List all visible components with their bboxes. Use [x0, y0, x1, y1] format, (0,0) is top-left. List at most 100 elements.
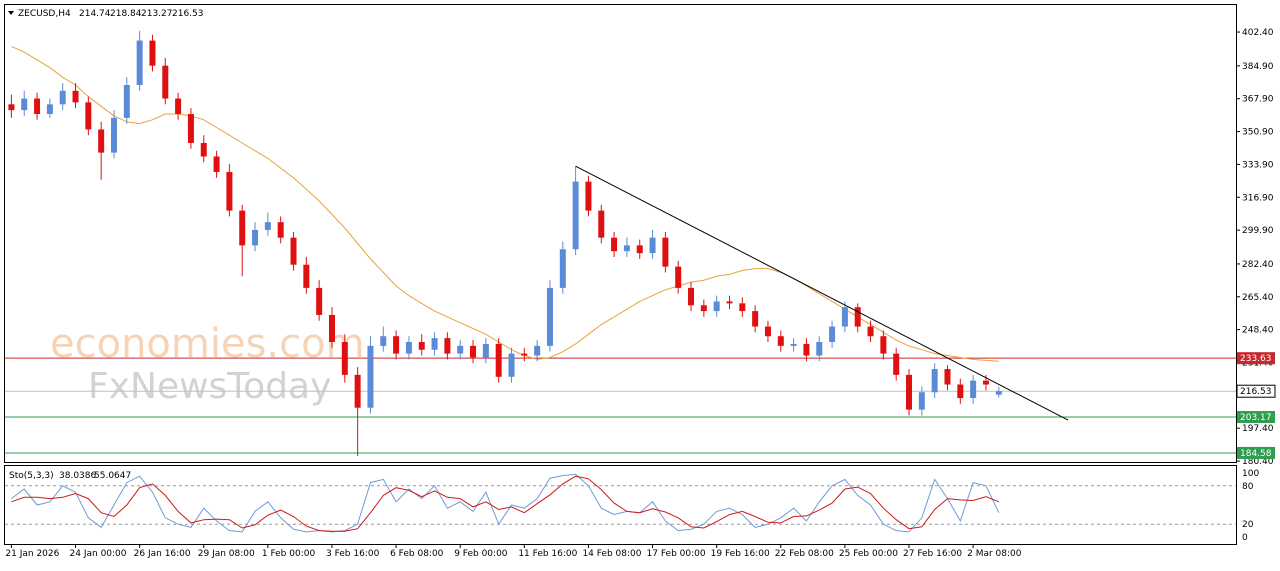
y-tick-label: 384.90: [1242, 62, 1274, 72]
x-tick-label: 22 Feb 08:00: [775, 549, 834, 559]
candle-body: [688, 287, 695, 306]
candle-body: [636, 245, 643, 254]
x-tick-label: 29 Jan 08:00: [198, 549, 255, 559]
candle-body: [85, 102, 92, 130]
candle-body: [46, 104, 53, 114]
stoch-tick-label: 20: [1242, 520, 1254, 530]
candle-body: [380, 336, 387, 346]
candle-body: [546, 287, 553, 346]
candle-body: [649, 237, 656, 254]
x-tick-label: 19 Feb 16:00: [711, 549, 770, 559]
candle-body: [457, 345, 464, 354]
candle-body: [585, 181, 592, 211]
candle-body: [739, 303, 746, 312]
candle-body: [59, 90, 66, 105]
candle-body: [405, 342, 412, 354]
candle-body: [34, 98, 41, 114]
y-tick-label: 402.40: [1242, 28, 1274, 38]
candle-body: [508, 353, 515, 377]
candle-body: [854, 307, 861, 327]
candle-body: [187, 113, 194, 143]
candle-body: [367, 345, 374, 408]
candle-body: [277, 222, 284, 238]
candle-body: [444, 338, 451, 354]
candle-body: [470, 345, 477, 358]
y-tick-label: 180.40: [1242, 457, 1274, 467]
candle-body: [777, 336, 784, 346]
candle-body: [752, 311, 759, 327]
y-tick-label: 316.90: [1242, 193, 1274, 203]
x-tick-label: 27 Feb 16:00: [903, 549, 962, 559]
candle-body: [572, 181, 579, 250]
candle-body: [803, 343, 810, 356]
stoch-k: 38.0386: [59, 471, 96, 481]
y-tick-label: 197.40: [1242, 424, 1274, 434]
candle-body: [816, 342, 823, 356]
candle-body: [226, 171, 233, 211]
x-tick-label: 1 Feb 00:00: [262, 549, 316, 559]
candle-body: [431, 338, 438, 350]
level-label: 184.58: [1240, 449, 1272, 459]
candle-body: [700, 305, 707, 312]
candle-body: [982, 380, 989, 385]
candle-body: [880, 336, 887, 354]
candle-body: [264, 222, 271, 230]
level-box: [1237, 446, 1275, 459]
candle-body: [918, 392, 925, 410]
stoch-tick-label: 100: [1242, 469, 1259, 479]
stoch-k-line: [11, 473, 1000, 533]
candle-body: [328, 314, 335, 343]
candle-body: [316, 287, 323, 315]
candle-body: [136, 40, 143, 85]
stoch-tick-label: 80: [1242, 482, 1254, 492]
stoch-pane: [4, 465, 1237, 545]
candle-body: [354, 374, 361, 408]
level-box: [1237, 352, 1275, 365]
y-tick-label: 367.90: [1242, 95, 1274, 105]
candle-body: [764, 326, 771, 337]
candle-body: [931, 369, 938, 393]
candle-body: [675, 266, 682, 288]
header: ZECUSD,H4 214.74 218.84 213.27 216.53 St…: [8, 9, 204, 481]
candle-body: [162, 65, 169, 99]
x-tick-label: 25 Feb 00:00: [839, 549, 898, 559]
candle-body: [21, 98, 28, 111]
level-label: 203.17: [1240, 413, 1272, 423]
watermark: economies.com: [50, 321, 365, 367]
candle-body: [995, 391, 1002, 395]
y-tick-label: 282.40: [1242, 260, 1274, 270]
candle-body: [944, 369, 951, 385]
candle-body: [957, 384, 964, 399]
candle-body: [149, 40, 156, 66]
candle-body: [867, 326, 874, 337]
x-tick-label: 24 Jan 00:00: [70, 549, 127, 559]
x-tick-label: 9 Feb 00:00: [454, 549, 508, 559]
candle-body: [393, 336, 400, 354]
y-tick-label: 333.90: [1242, 160, 1274, 170]
x-tick-label: 17 Feb 00:00: [647, 549, 706, 559]
candle-body: [418, 342, 425, 350]
candle-body: [559, 249, 566, 288]
ohlc-high: 218.84: [110, 9, 142, 19]
x-tick-label: 26 Jan 16:00: [134, 549, 191, 559]
x-tick-label: 21 Jan 2026: [5, 549, 59, 559]
candle-body: [8, 104, 15, 111]
y-tick-label: 265.40: [1242, 293, 1274, 303]
candle-body: [213, 156, 220, 172]
candle-body: [623, 245, 630, 252]
ohlc-low: 213.27: [141, 9, 173, 19]
price-label: 216.53: [1240, 387, 1272, 397]
main-pane: [4, 4, 1237, 463]
level-box: [1237, 411, 1275, 424]
candle-body: [239, 210, 246, 246]
level-label: 233.63: [1240, 354, 1272, 364]
candle-body: [123, 84, 130, 118]
y-tick-label: 350.90: [1242, 128, 1274, 138]
candle-body: [713, 301, 720, 312]
candle-body: [200, 142, 207, 157]
menu-icon: [8, 11, 14, 15]
candle-body: [98, 129, 105, 153]
x-tick-label: 14 Feb 08:00: [582, 549, 641, 559]
